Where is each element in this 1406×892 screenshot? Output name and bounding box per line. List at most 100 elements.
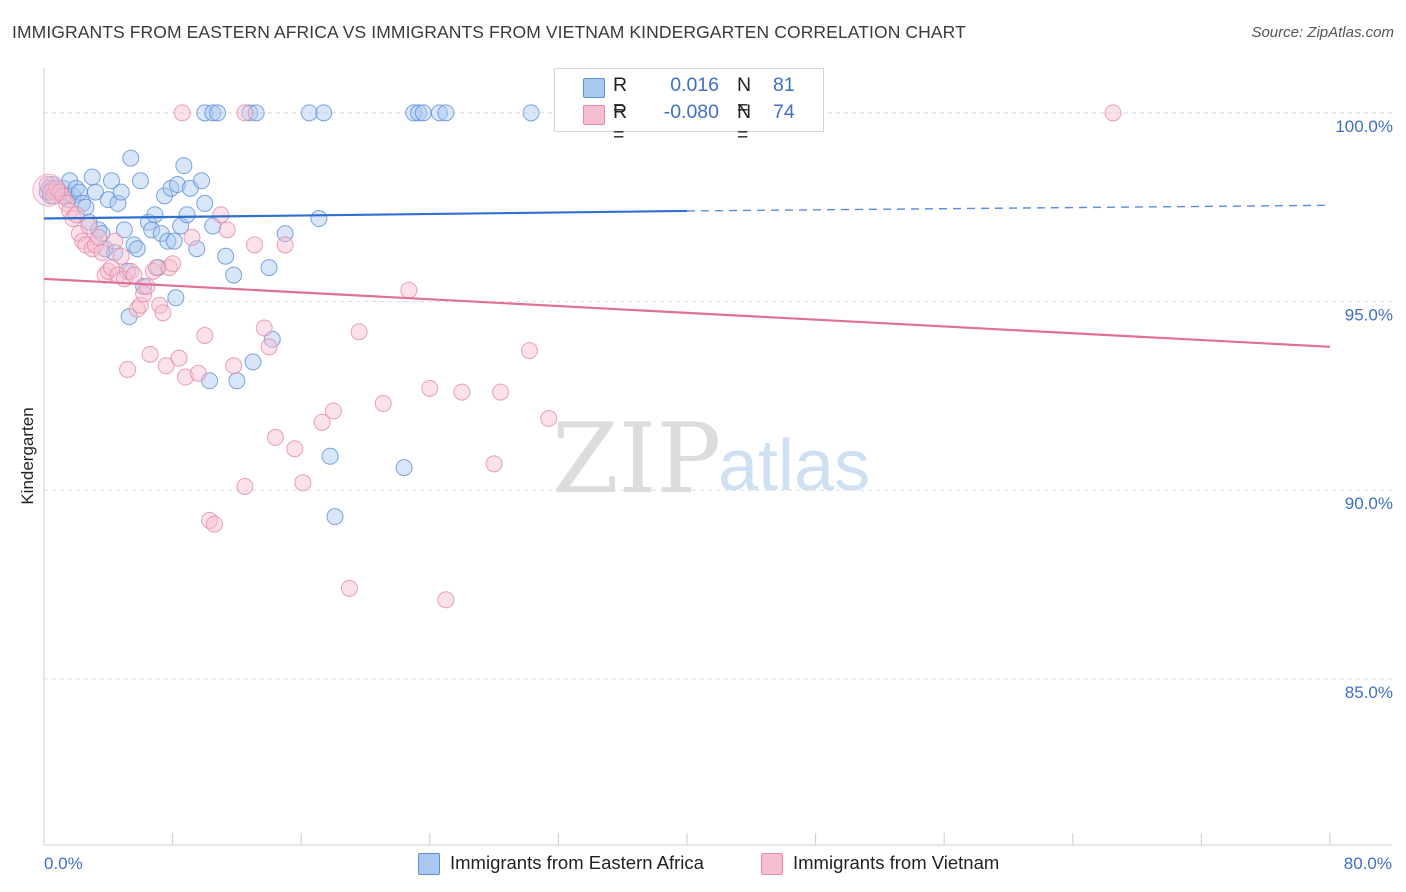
chart-title: IMMIGRANTS FROM EASTERN AFRICA VS IMMIGR… [12,22,966,42]
data-point-pink [125,266,143,284]
data-point-blue [430,104,448,122]
data-point-blue [165,232,183,250]
data-point-pink [183,228,201,246]
data-point-blue [112,183,130,201]
y-tick-label: 95.0% [1345,306,1393,325]
data-point-pink [520,342,538,360]
data-point-blue [310,210,328,228]
data-point-blue [178,206,196,224]
data-point-pink [176,368,194,386]
legend-swatch-pink [761,853,783,875]
data-point-blue [131,172,149,190]
watermark-atlas: atlas [718,426,870,506]
stats-legend: R = 0.016 N = 81 R = -0.080 N = 74 [554,68,824,146]
y-tick-label: 90.0% [1345,494,1393,513]
data-point-pink [218,221,236,239]
watermark-zip: ZIP [552,403,721,515]
data-point-pink [141,345,159,363]
data-point-pink [189,364,207,382]
data-point-pink [148,259,166,277]
data-point-blue [209,104,227,122]
data-point-blue [241,104,259,122]
scatter-points [32,104,1122,609]
data-point-pink [255,319,273,337]
data-point-blue [260,259,278,277]
data-point-blue [146,206,164,224]
data-point-blue [188,240,206,258]
data-point-blue [410,104,428,122]
legend-r-label: R = [613,74,628,119]
data-point-pink [164,255,182,273]
legend-swatch-blue [418,853,440,875]
data-point-pink [106,232,124,250]
x-tick-label-max: 80.0% [1344,854,1392,873]
data-point-blue [522,104,540,122]
data-point-pink [313,413,331,431]
data-point-pink [154,304,172,322]
data-point-pink [276,236,294,254]
data-point-pink [437,591,455,609]
data-point-pink [170,349,188,367]
legend-label-vietnam: Immigrants from Vietnam [793,852,1000,873]
legend-n-label: N = [737,101,752,146]
data-point-pink [294,474,312,492]
y-tick-label: 100.0% [1335,117,1393,136]
trend-line-eastern-africa-extrapolated [686,204,1331,212]
data-point-pink [374,394,392,412]
data-point-pink [67,206,85,224]
data-point-pink [266,428,284,446]
data-point-pink [212,206,230,224]
data-point-blue [193,172,211,190]
trend-lines [43,204,1331,348]
legend-n-value: 74 [773,101,795,123]
data-point-pink [246,236,264,254]
data-point-blue [103,172,121,190]
data-point-blue [175,157,193,175]
legend-label-eastern-africa: Immigrants from Eastern Africa [450,852,704,873]
data-point-blue [217,247,235,265]
legend-r-value: 0.016 [670,74,719,96]
data-point-blue [196,194,214,212]
data-point-pink [225,357,243,375]
series-legend: Immigrants from Eastern Africa Immigrant… [0,852,1406,878]
data-point-blue [414,104,432,122]
data-point-pink [205,515,223,533]
data-point-pink [492,383,510,401]
data-point-blue [86,183,104,201]
data-point-blue [395,459,413,477]
data-point-pink [286,440,304,458]
data-point-blue [300,104,318,122]
data-point-blue [315,104,333,122]
data-point-blue [128,240,146,258]
data-point-pink [138,277,156,295]
data-point-pink [340,579,358,597]
data-point-pink [196,327,214,345]
watermark: ZIP atlas [552,403,870,515]
data-point-blue [83,168,101,186]
x-tick-label-min: 0.0% [44,854,83,873]
data-point-cluster [32,173,66,207]
data-point-pink [90,228,108,246]
data-point-pink [119,360,137,378]
data-point-blue [122,149,140,167]
data-point-blue [115,221,133,239]
data-point-blue [405,104,423,122]
data-point-blue [204,104,222,122]
source-label: Source: ZipAtlas.com [1251,24,1394,41]
data-point-pink [540,410,558,428]
data-point-blue [321,447,339,465]
y-tick-labels: 85.0% 90.0% 95.0% 100.0% [1335,117,1393,702]
trend-line-vietnam [43,277,1331,348]
data-point-pink [421,379,439,397]
data-point-pink [400,281,418,299]
data-point-pink [173,104,191,122]
y-axis-title: Kindergarten [18,407,37,504]
data-point-pink [485,455,503,473]
data-point-pink [131,296,149,314]
data-point-blue [168,176,186,194]
trend-line-eastern-africa [43,209,688,220]
legend-r-label: R = [613,101,628,146]
data-point-pink [324,402,342,420]
data-point-pink [1104,104,1122,122]
